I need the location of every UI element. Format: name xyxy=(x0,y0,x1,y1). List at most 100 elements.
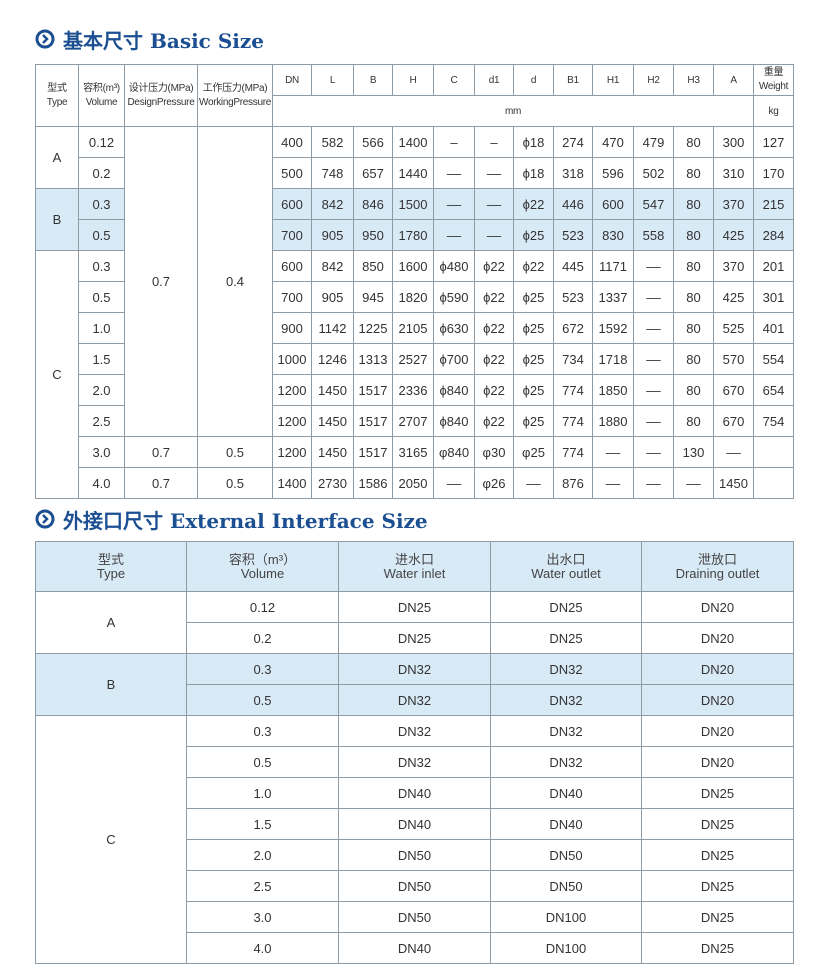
data-row: 0.5 DN32 DN32 DN20 xyxy=(36,746,794,778)
dimension-cell: 2050 xyxy=(392,467,434,499)
dimension-cell: 554 xyxy=(753,343,794,375)
interface-cell: DN25 xyxy=(641,808,794,840)
interface-cell: DN20 xyxy=(641,622,794,654)
dimension-cell: 672 xyxy=(553,312,593,344)
dimension-cell: 1400 xyxy=(272,467,312,499)
interface-cell: DN32 xyxy=(490,653,642,685)
dimension-cell: 310 xyxy=(713,157,754,189)
dimension-cell: 566 xyxy=(353,126,393,158)
interface-cell: DN25 xyxy=(641,839,794,871)
type-cell: C xyxy=(35,715,187,964)
volume-cell: 2.0 xyxy=(78,374,125,406)
column-header: DN xyxy=(272,64,312,96)
dimension-cell: 3165 xyxy=(392,436,434,468)
header-en: Type xyxy=(96,565,126,581)
dimension-cell: φ26 xyxy=(474,467,514,499)
dimension-cell: 2730 xyxy=(311,467,354,499)
header-zh: 容积（m³） xyxy=(228,551,297,567)
volume-cell: 0.12 xyxy=(186,591,339,623)
dimension-cell: 470 xyxy=(592,126,634,158)
interface-cell: DN20 xyxy=(641,746,794,778)
dimension-cell: – xyxy=(433,126,475,158)
dimension-cell: 1450 xyxy=(311,436,354,468)
dimension-cell: ϕ25 xyxy=(513,374,554,406)
column-header: 容积（m³） Volume xyxy=(186,541,339,592)
column-header: H2 xyxy=(633,64,674,96)
dimension-cell: 654 xyxy=(753,374,794,406)
dimension-cell: 215 xyxy=(753,188,794,220)
dimension-cell: 274 xyxy=(553,126,593,158)
dimension-cell: 876 xyxy=(553,467,593,499)
volume-cell: 4.0 xyxy=(78,467,125,499)
volume-cell: 2.5 xyxy=(78,405,125,437)
dimension-cell: 582 xyxy=(311,126,354,158)
volume-cell: 1.0 xyxy=(78,312,125,344)
dimension-cell: 1820 xyxy=(392,281,434,313)
dimension-cell: 1592 xyxy=(592,312,634,344)
unit-row: mm kg xyxy=(36,95,794,127)
dimension-cell: ϕ22 xyxy=(474,281,514,313)
dimension-cell: 1450 xyxy=(713,467,754,499)
dimension-cell: ϕ25 xyxy=(513,312,554,344)
dimension-cell: 774 xyxy=(553,374,593,406)
volume-cell: 3.0 xyxy=(186,901,339,933)
volume-cell: 0.2 xyxy=(78,157,125,189)
dimension-cell: 479 xyxy=(633,126,674,158)
dimension-cell: ϕ630 xyxy=(433,312,475,344)
volume-cell: 3.0 xyxy=(78,436,125,468)
column-header: 型式 Type xyxy=(35,541,187,592)
dimension-cell: ϕ22 xyxy=(474,405,514,437)
dimension-cell: 1000 xyxy=(272,343,312,375)
volume-cell: 1.5 xyxy=(186,808,339,840)
interface-cell: DN20 xyxy=(641,591,794,623)
dimension-cell: –– xyxy=(474,188,514,220)
bullet-icon xyxy=(35,509,55,529)
dimension-cell: 1225 xyxy=(353,312,393,344)
volume-cell: 2.5 xyxy=(186,870,339,902)
interface-cell: DN32 xyxy=(490,684,642,716)
dimension-cell: – xyxy=(474,126,514,158)
dimension-cell: 657 xyxy=(353,157,393,189)
type-cell: A xyxy=(35,591,187,654)
dimension-cell: φ840 xyxy=(433,436,475,468)
dimension-cell: 600 xyxy=(592,188,634,220)
data-row: B 0.3 DN32 DN32 DN20 xyxy=(35,653,794,716)
dimension-cell: 523 xyxy=(553,281,593,313)
data-row: 2.5 1200 1450 1517 2707 ϕ840 ϕ22 ϕ25 774 1880 –– 80… xyxy=(36,405,794,437)
dimension-cell: 846 xyxy=(353,188,393,220)
dimension-cell: –– xyxy=(633,436,674,468)
dimension-cell: –– xyxy=(433,157,475,189)
data-row: 0.5 DN32 DN32 DN20 xyxy=(36,684,794,716)
dimension-cell: 670 xyxy=(713,405,754,437)
design-pressure-cell: 0.7 xyxy=(124,126,198,437)
dimension-cell: 446 xyxy=(553,188,593,220)
dimension-cell: 1600 xyxy=(392,250,434,282)
column-header: L xyxy=(311,64,354,96)
dimension-cell: –– xyxy=(513,467,554,499)
volume-cell: 0.5 xyxy=(186,684,339,716)
working-pressure-cell: 0.5 xyxy=(197,467,273,499)
dimension-cell: 370 xyxy=(713,250,754,282)
interface-cell: DN20 xyxy=(641,715,794,747)
header-zh: 容积(m³) xyxy=(83,82,120,94)
dimension-cell: 1337 xyxy=(592,281,634,313)
data-row: A 0.12 DN25 DN25 DN20 xyxy=(35,591,794,654)
dimension-cell: 670 xyxy=(713,374,754,406)
interface-cell: DN50 xyxy=(490,870,642,902)
dimension-cell: –– xyxy=(474,157,514,189)
design-pressure-cell: 0.7 xyxy=(124,467,198,499)
dimension-cell: 1200 xyxy=(272,436,312,468)
dimension-cell: –– xyxy=(633,250,674,282)
column-header: H1 xyxy=(592,64,634,96)
bullet-icon xyxy=(35,29,55,49)
column-header: 泄放口 Draining outlet xyxy=(641,541,794,592)
section-title: 基本尺寸 Basic Size xyxy=(63,28,264,53)
design-pressure-cell: 0.7 xyxy=(124,436,198,468)
column-header: 设计压力(MPa) DesignPressure xyxy=(124,64,198,127)
dimension-cell: φ30 xyxy=(474,436,514,468)
volume-cell: 0.3 xyxy=(186,715,339,747)
data-row: 1.5 1000 1246 1313 2527 ϕ700 ϕ22 ϕ25 734 1718 –– 80… xyxy=(36,343,794,375)
volume-cell: 4.0 xyxy=(186,932,339,964)
dimension-cell: –– xyxy=(633,374,674,406)
data-row: 0.5 700 905 945 1820 ϕ590 ϕ22 ϕ25 523 1337 –– 80 425… xyxy=(36,281,794,313)
